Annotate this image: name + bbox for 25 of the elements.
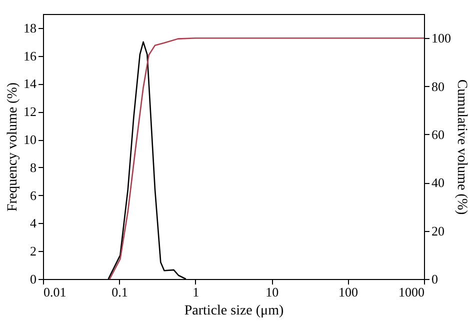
y2-tick-label: 80 [432, 78, 444, 94]
y2-axis-title: Cumulative volume (%) [454, 79, 469, 215]
y-tick-label: 16 [24, 48, 37, 64]
y-tick-label: 0 [30, 272, 36, 286]
y-tick-label: 6 [30, 188, 37, 203]
x-tick-label: 10 [266, 284, 279, 300]
x-tick-label: 0.01 [44, 284, 66, 300]
y-tick-label: 10 [24, 132, 36, 148]
y2-tick-label: 20 [432, 223, 444, 238]
x-tick-label: 1 [192, 284, 200, 300]
y-tick-label: 12 [24, 104, 36, 120]
x-tick-label: 1000 [398, 284, 424, 300]
y-axis-title: Frequency volume (%) [6, 82, 20, 212]
x-tick-label: 100 [338, 284, 358, 300]
y2-tick-label: 40 [432, 175, 444, 190]
y-tick-label: 4 [30, 216, 37, 231]
y-tick-label: 18 [24, 20, 36, 36]
y2-tick-label: 60 [432, 126, 444, 142]
x-tick-label: 0.1 [112, 284, 128, 300]
y-tick-label: 8 [30, 160, 36, 175]
y2-tick-label: 100 [432, 30, 451, 46]
y-tick-label: 14 [24, 76, 37, 92]
x-axis-title: Particle size (μm) [184, 304, 284, 318]
y2-tick-label: 0 [432, 272, 438, 286]
y-tick-label: 2 [30, 244, 36, 259]
